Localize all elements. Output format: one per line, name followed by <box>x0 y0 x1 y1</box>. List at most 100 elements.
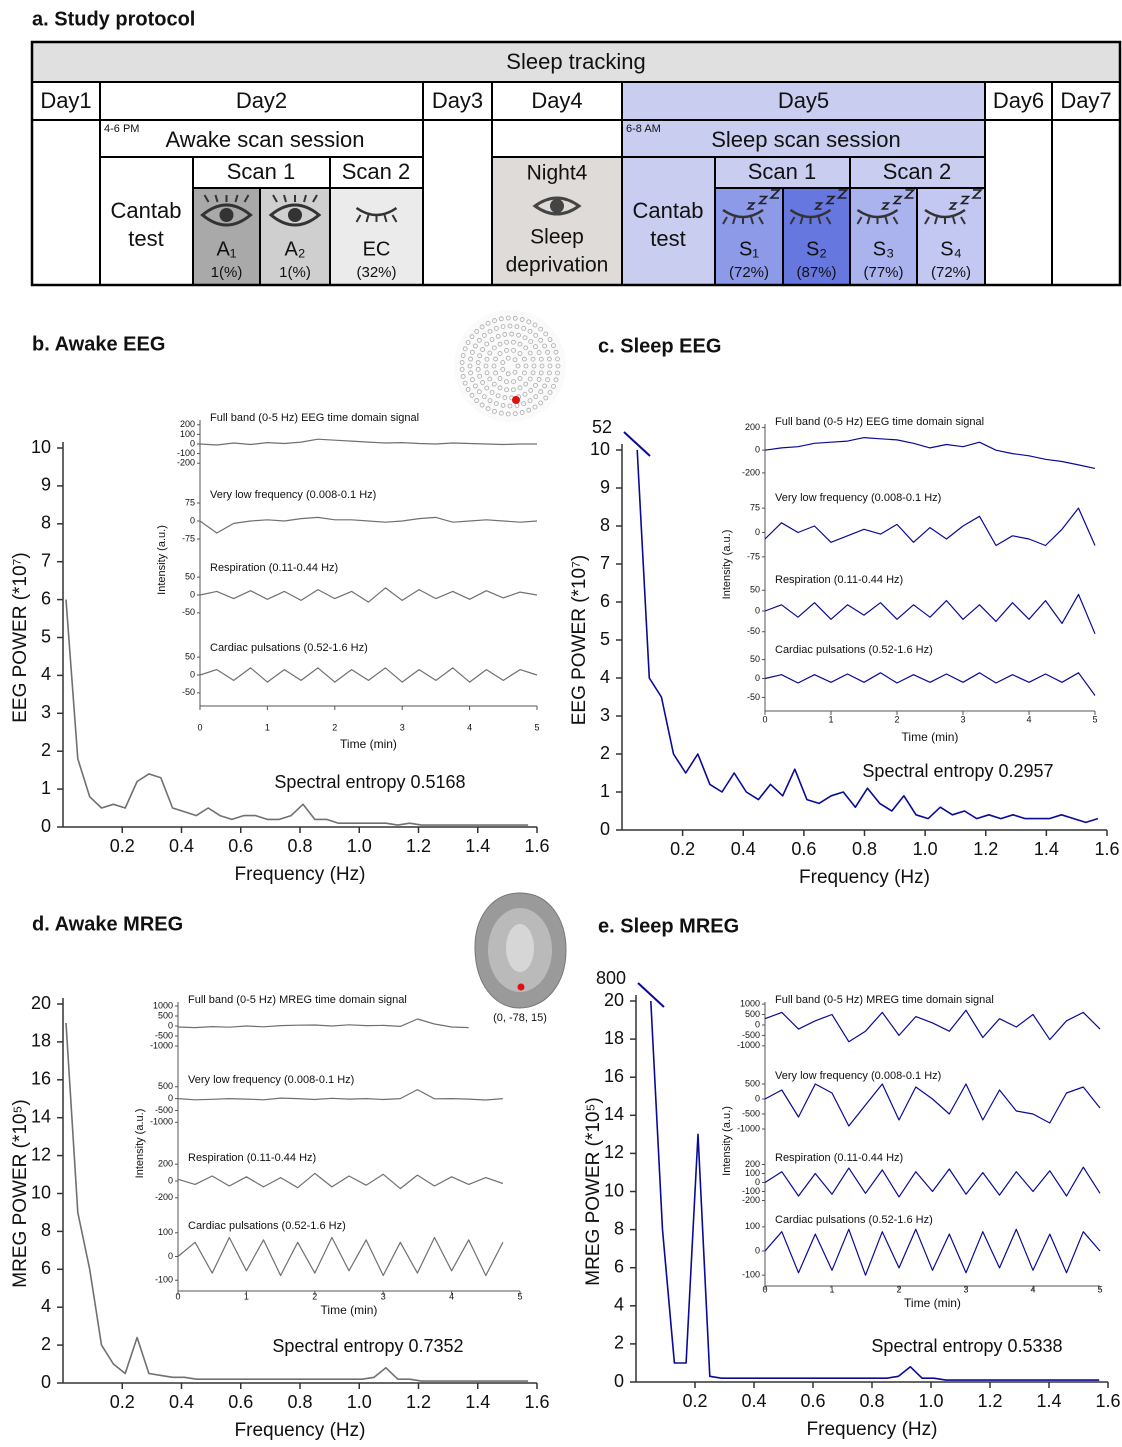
electrode <box>551 383 556 389</box>
electrode <box>491 381 497 387</box>
electrode <box>498 410 504 416</box>
inset-signal-line <box>177 1172 504 1190</box>
label: A₂ <box>284 238 305 260</box>
inset-x-tick-label: 1 <box>828 714 833 724</box>
electrode <box>487 398 493 404</box>
spectrum-line <box>636 450 1099 824</box>
electrode <box>489 390 495 395</box>
eye-lash <box>272 194 278 203</box>
inset-y-tick-label: -200 <box>177 458 195 468</box>
y-axis-label: MREG POWER (*10⁵) <box>583 1097 604 1285</box>
x-axis-label: Frequency (Hz) <box>235 1420 366 1441</box>
cell <box>329 187 424 286</box>
inset-panel-title: Very low frequency (0.008-0.1 Hz) <box>775 492 941 504</box>
inset-x-tick-label: 0 <box>175 1291 180 1301</box>
spectrum-line <box>65 599 529 826</box>
x-tick-label: 0.8 <box>852 839 877 859</box>
inset-signal-line <box>177 1236 504 1277</box>
eye-lash <box>722 216 728 225</box>
electrode <box>555 370 560 376</box>
eye-lash <box>960 216 966 225</box>
inset-y-tick-label: -100 <box>742 1270 760 1280</box>
electrode <box>547 363 553 369</box>
label: test <box>128 226 163 251</box>
label: S₂ <box>806 238 827 260</box>
electrode <box>493 401 499 406</box>
inset-x-tick-label: 4 <box>1026 714 1031 724</box>
electrode <box>493 370 498 376</box>
electrode <box>538 400 544 406</box>
x-tick-label: 0.2 <box>682 1391 707 1411</box>
label: Awake scan session <box>166 127 365 152</box>
electrode <box>491 345 497 351</box>
label: (32%) <box>356 264 396 281</box>
eye-lash <box>243 194 250 203</box>
electrode <box>542 383 548 389</box>
electrode <box>467 363 473 369</box>
inset-panel-title: Full band (0-5 Hz) EEG time domain signa… <box>210 412 419 424</box>
zzz-icon <box>769 189 781 199</box>
x-axis-label: Frequency (Hz) <box>235 864 366 885</box>
electrode <box>547 390 553 395</box>
label: S₄ <box>940 238 962 260</box>
x-tick-label: 1.2 <box>977 1391 1002 1411</box>
label: Scan 2 <box>883 159 952 184</box>
electrode <box>495 333 501 339</box>
label: S₃ <box>873 238 894 260</box>
electrode <box>481 394 487 400</box>
inset-signal-line <box>177 1089 503 1101</box>
axis-break <box>637 982 665 1008</box>
inset-y-tick-label: 0 <box>168 1175 173 1185</box>
inset-y-tick-label: -500 <box>742 1030 760 1040</box>
label: Day4 <box>531 88 582 113</box>
inset-y-tick-label: 500 <box>158 1010 173 1020</box>
inset-y-tick-label: 1000 <box>153 1000 173 1010</box>
electrode <box>465 387 471 392</box>
label: Sleep <box>530 226 584 249</box>
y-tick-label: 1 <box>600 781 610 801</box>
zzz-icon <box>813 202 824 210</box>
y-tick-label: 2 <box>41 1334 51 1354</box>
inset-y-tick-label: 0 <box>168 1020 173 1030</box>
inset-y-tick-label: 0 <box>168 1251 173 1261</box>
y-tick-label: 18 <box>31 1031 51 1051</box>
inset-y-tick-label: 100 <box>745 1168 760 1178</box>
inset-signal-line <box>764 593 1096 635</box>
spectrum-line <box>649 1001 1100 1381</box>
inset-y-tick-label: 100 <box>180 429 195 439</box>
inset-y-tick-label: 0 <box>190 589 195 599</box>
x-tick-label: 1.4 <box>1036 1391 1061 1411</box>
electrode <box>511 387 516 393</box>
x-tick-label: 1.2 <box>973 839 998 859</box>
electrode <box>479 402 485 408</box>
y-tick-label: 14 <box>604 1104 624 1124</box>
electrode <box>460 374 466 379</box>
electrode <box>507 323 513 329</box>
spectrum-line <box>65 1022 529 1382</box>
x-tick-label: 0.8 <box>287 1392 312 1412</box>
inset-y-tick-label: 100 <box>745 1221 760 1231</box>
eye-lash <box>934 216 938 225</box>
inset-x-tick-label: 5 <box>1092 714 1097 724</box>
electrode <box>492 318 497 323</box>
electrode <box>512 411 518 417</box>
y-tick-label: 6 <box>41 1258 51 1278</box>
electrode <box>522 356 527 362</box>
inset-y-label: Intensity (a.u.) <box>156 525 168 595</box>
electrode <box>487 350 493 356</box>
electrode <box>476 337 482 343</box>
electrode <box>512 357 518 363</box>
inset-y-tick-label: 50 <box>750 654 760 664</box>
label: Day2 <box>236 88 287 113</box>
inset-y-tick-label: 0 <box>755 445 760 455</box>
inset-x-label: Time (min) <box>340 737 397 751</box>
zzz-icon <box>948 202 958 210</box>
label: 1(%) <box>211 264 243 281</box>
zzz-icon <box>959 195 971 205</box>
electrode <box>521 401 527 406</box>
x-tick-label: 0.2 <box>670 839 695 859</box>
electrode <box>497 385 503 391</box>
eye-lash <box>758 216 764 225</box>
inset-y-tick-label: -75 <box>747 551 760 561</box>
electrode <box>484 356 490 362</box>
